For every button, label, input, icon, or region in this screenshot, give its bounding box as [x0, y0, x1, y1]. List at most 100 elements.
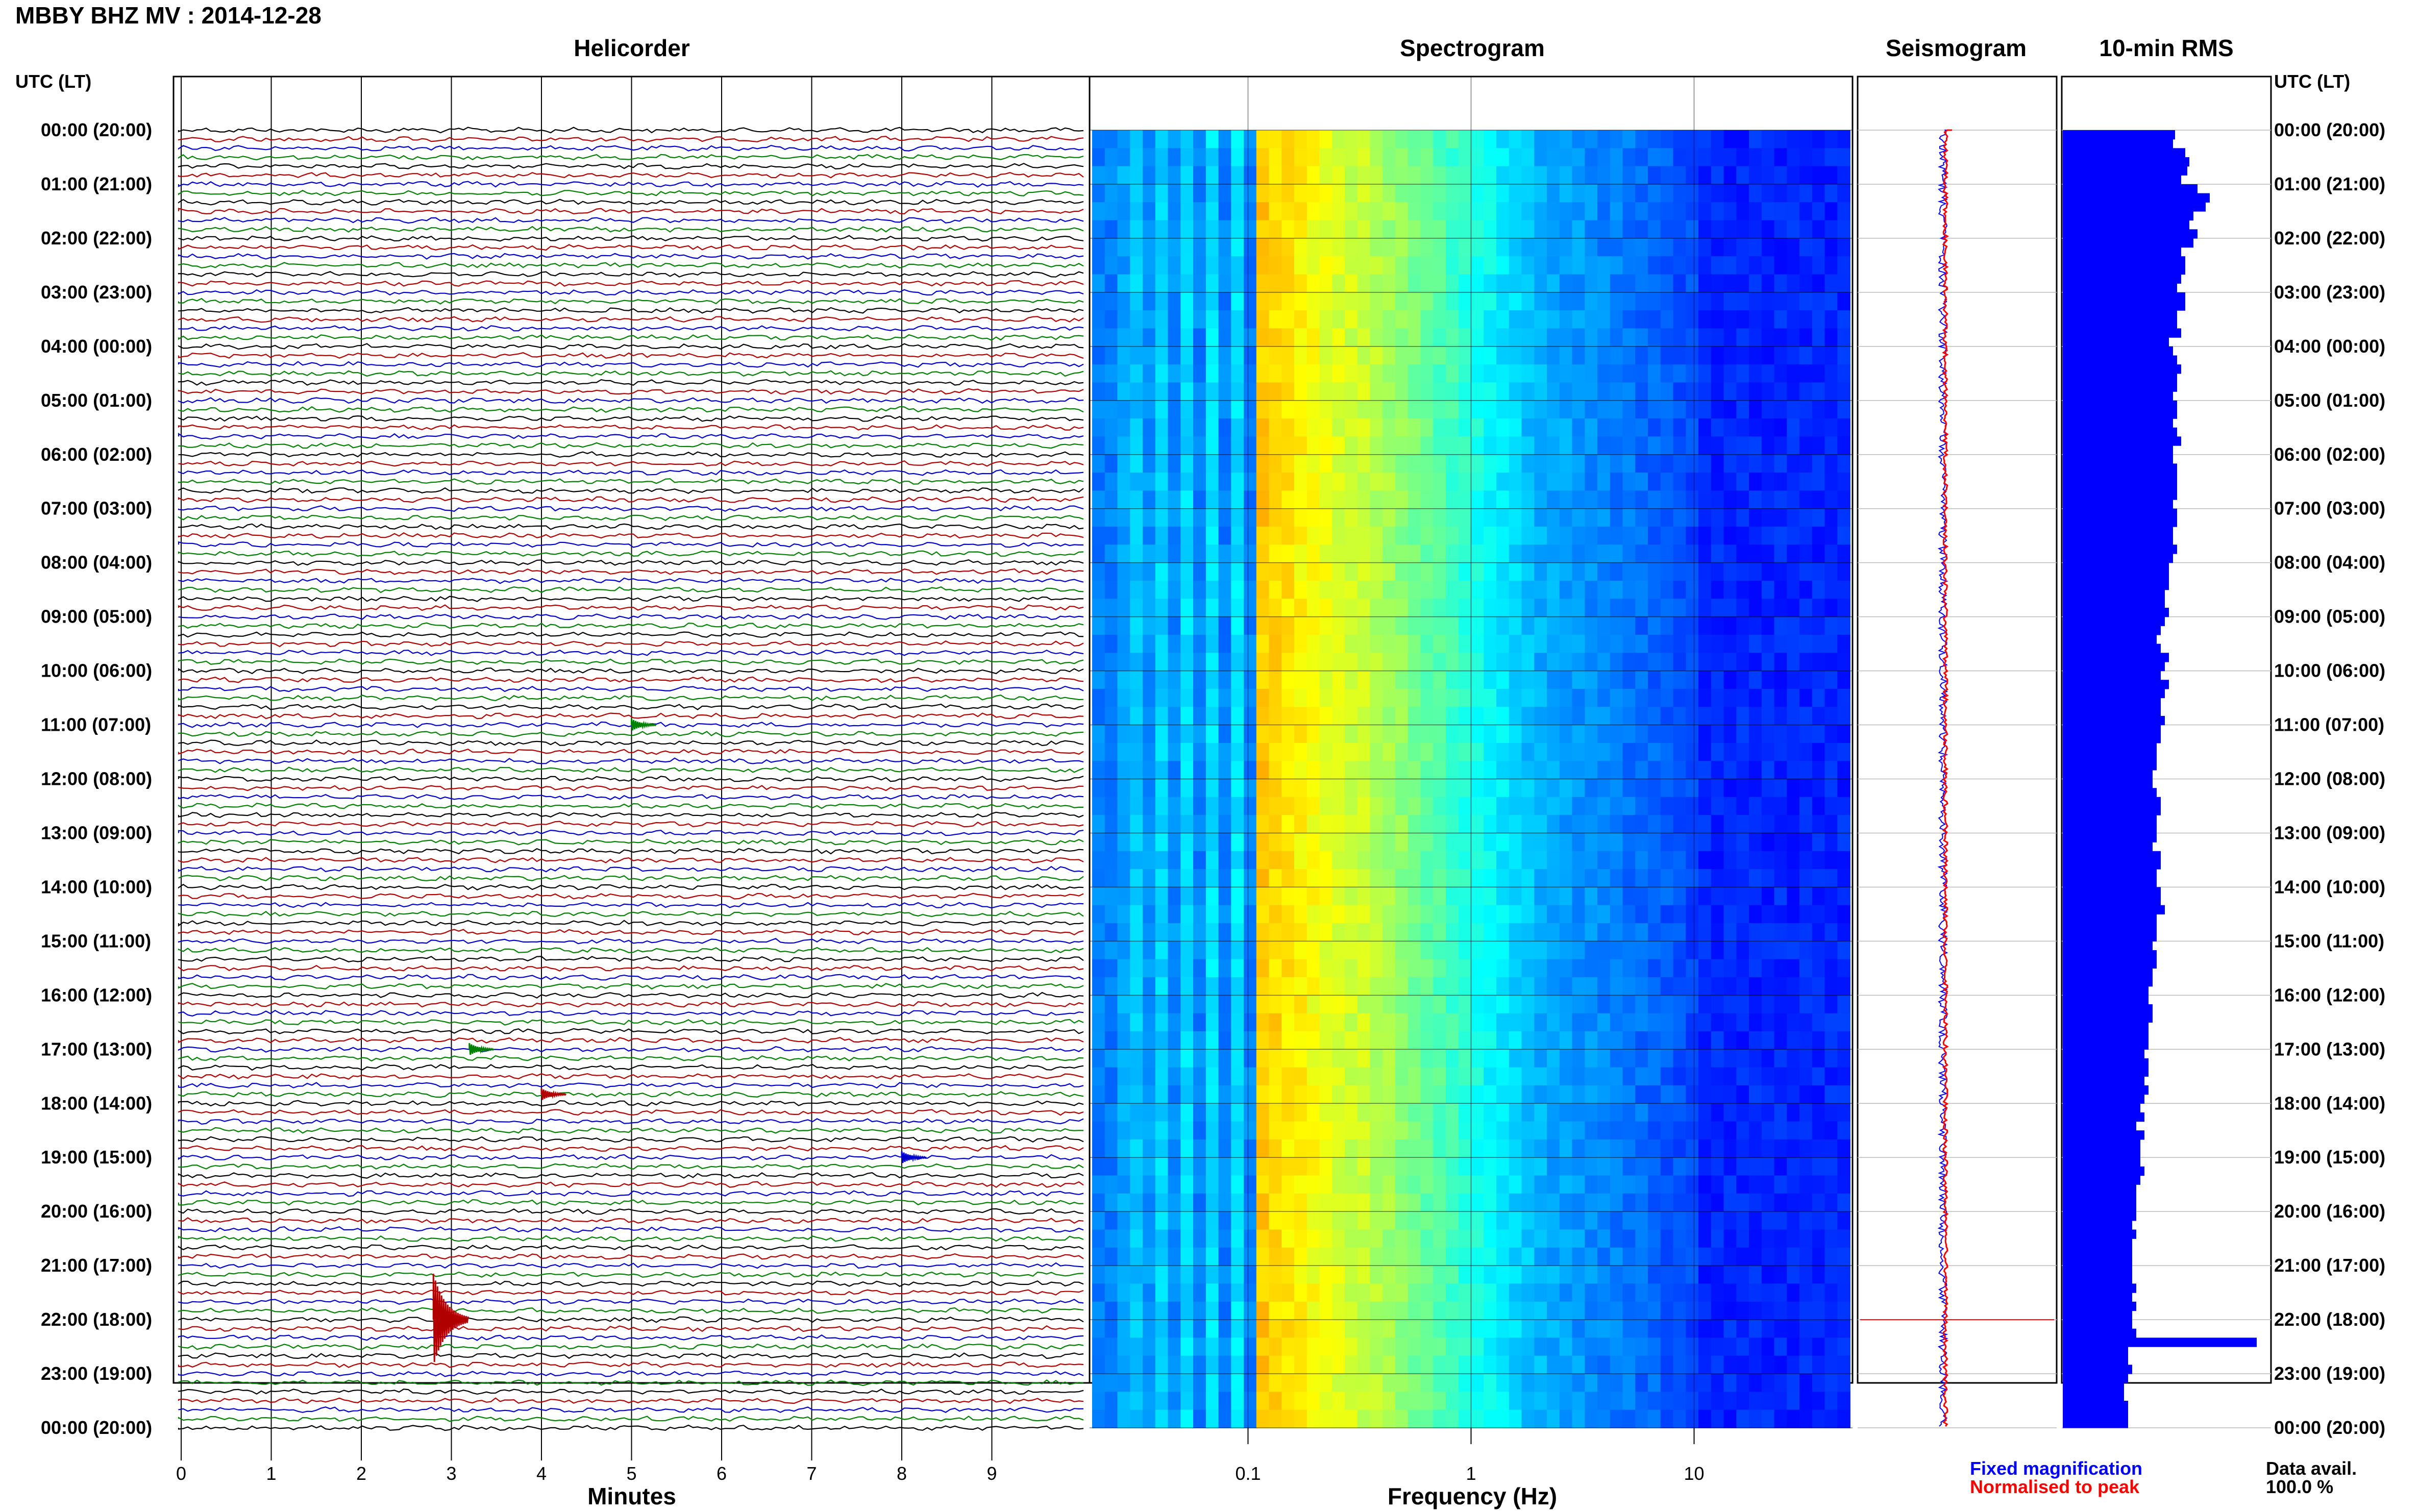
spectrogram-cell	[1395, 490, 1409, 509]
spectrogram-cell	[1812, 202, 1825, 221]
rms-bar	[2063, 715, 2165, 726]
spectrogram-cell	[1180, 833, 1194, 852]
spectrogram-cell	[1547, 418, 1560, 437]
spectrogram-cell	[1496, 238, 1510, 257]
spectrogram-cell	[1256, 274, 1270, 293]
spectrogram-cell	[1205, 490, 1219, 509]
spectrogram-cell	[1269, 851, 1282, 870]
spectrogram-cell	[1395, 1031, 1409, 1050]
spectrogram-cell	[1383, 473, 1396, 491]
spectrogram-cell	[1471, 941, 1485, 960]
spectrogram-cell	[1787, 1355, 1800, 1374]
rms-bar	[2063, 761, 2157, 771]
spectrogram-cell	[1332, 869, 1345, 888]
spectrogram-cell	[1143, 797, 1156, 815]
spectrogram-cell	[1446, 977, 1459, 996]
rms-bar	[2063, 1022, 2149, 1032]
spectrogram-cell	[1420, 1301, 1434, 1320]
spectrogram-cell	[1294, 634, 1307, 653]
spectrogram-cell	[1698, 1103, 1712, 1122]
spectrogram-cell	[1332, 581, 1345, 600]
rms-bar	[2063, 1067, 2149, 1077]
time-label-right: 10:00 (06:00)	[2274, 660, 2385, 681]
spectrogram-cell	[1306, 1031, 1320, 1050]
spectrogram-cell	[1357, 1049, 1371, 1068]
spectrogram-cell	[1332, 527, 1345, 546]
spectrogram-cell	[1509, 977, 1522, 996]
spectrogram-cell	[1205, 473, 1219, 491]
spectrogram-cell	[1635, 1229, 1648, 1248]
spectrogram-cell	[1294, 220, 1307, 239]
spectrogram-cell	[1345, 292, 1358, 311]
spectrogram-cell	[1370, 1067, 1384, 1086]
rms-bar	[2063, 995, 2149, 1005]
spectrogram-cell	[1559, 1139, 1573, 1158]
spectrogram-cell	[1420, 851, 1434, 870]
spectrogram-cell	[1155, 1320, 1169, 1339]
spectrogram-cell	[1471, 1283, 1485, 1302]
spectrogram-cell	[1104, 887, 1118, 906]
spectrogram-cell	[1521, 418, 1535, 437]
spectrogram-cell	[1711, 923, 1724, 942]
spectrogram-cell	[1319, 256, 1333, 275]
spectrogram-cell	[1749, 382, 1762, 401]
spectrogram-cell	[1660, 887, 1674, 906]
spectrogram-cell	[1521, 1013, 1535, 1032]
spectrogram-cell	[1281, 400, 1295, 419]
spectrogram-cell	[1458, 527, 1472, 546]
spectrogram-cell	[1723, 1031, 1737, 1050]
spectrogram-cell	[1319, 779, 1333, 798]
spectrogram-cell	[1244, 779, 1257, 798]
spectrogram-cell	[1117, 238, 1131, 257]
spectrogram-cell	[1824, 508, 1838, 527]
spectrogram-cell	[1104, 725, 1118, 743]
spectrogram-cell	[1559, 1374, 1573, 1393]
spectrogram-cell	[1155, 941, 1169, 960]
spectrogram-cell	[1332, 1031, 1345, 1050]
spectrogram-cell	[1130, 1392, 1143, 1410]
spectrogram-cell	[1130, 1283, 1143, 1302]
spectrogram-cell	[1218, 1247, 1232, 1266]
spectrogram-cell	[1143, 1139, 1156, 1158]
spectrogram-cell	[1231, 977, 1244, 996]
spectrogram-cell	[1509, 418, 1522, 437]
spectrogram-cell	[1471, 454, 1485, 473]
spectrogram-cell	[1559, 1049, 1573, 1068]
spectrogram-cell	[1319, 454, 1333, 473]
spectrogram-cell	[1787, 1193, 1800, 1212]
spectrogram-cell	[1521, 941, 1535, 960]
spectrogram-cell	[1534, 1013, 1547, 1032]
spectrogram-cell	[1345, 1229, 1358, 1248]
spectrogram-cell	[1306, 220, 1320, 239]
spectrogram-cell	[1484, 1229, 1497, 1248]
spectrogram-cell	[1193, 797, 1206, 815]
spectrogram-cell	[1294, 1337, 1307, 1356]
spectrogram-cell	[1458, 346, 1472, 365]
spectrogram-cell	[1471, 1266, 1485, 1284]
spectrogram-cell	[1433, 1301, 1446, 1320]
spectrogram-cell	[1572, 562, 1586, 581]
spectrogram-cell	[1711, 473, 1724, 491]
spectrogram-cell	[1104, 1121, 1118, 1140]
spectrogram-cell	[1218, 382, 1232, 401]
helicorder-trace	[178, 432, 1084, 440]
spectrogram-cell	[1395, 923, 1409, 942]
spectrogram-cell	[1218, 1103, 1232, 1122]
spectrogram-cell	[1193, 454, 1206, 473]
spectrogram-cell	[1357, 905, 1371, 924]
spectrogram-cell	[1458, 599, 1472, 617]
spectrogram-cell	[1370, 851, 1384, 870]
spectrogram-cell	[1420, 527, 1434, 546]
spectrogram-cell	[1345, 490, 1358, 509]
spectrogram-cell	[1484, 851, 1497, 870]
spectrogram-cell	[1509, 1337, 1522, 1356]
rms-bar	[2063, 1382, 2124, 1392]
spectrogram-cell	[1534, 238, 1547, 257]
spectrogram-cell	[1446, 725, 1459, 743]
spectrogram-cell	[1345, 148, 1358, 167]
spectrogram-cell	[1319, 220, 1333, 239]
spectrogram-cell	[1420, 1374, 1434, 1393]
spectrogram-cell	[1534, 562, 1547, 581]
spectrogram-cell	[1837, 779, 1850, 798]
spectrogram-cell	[1294, 761, 1307, 780]
